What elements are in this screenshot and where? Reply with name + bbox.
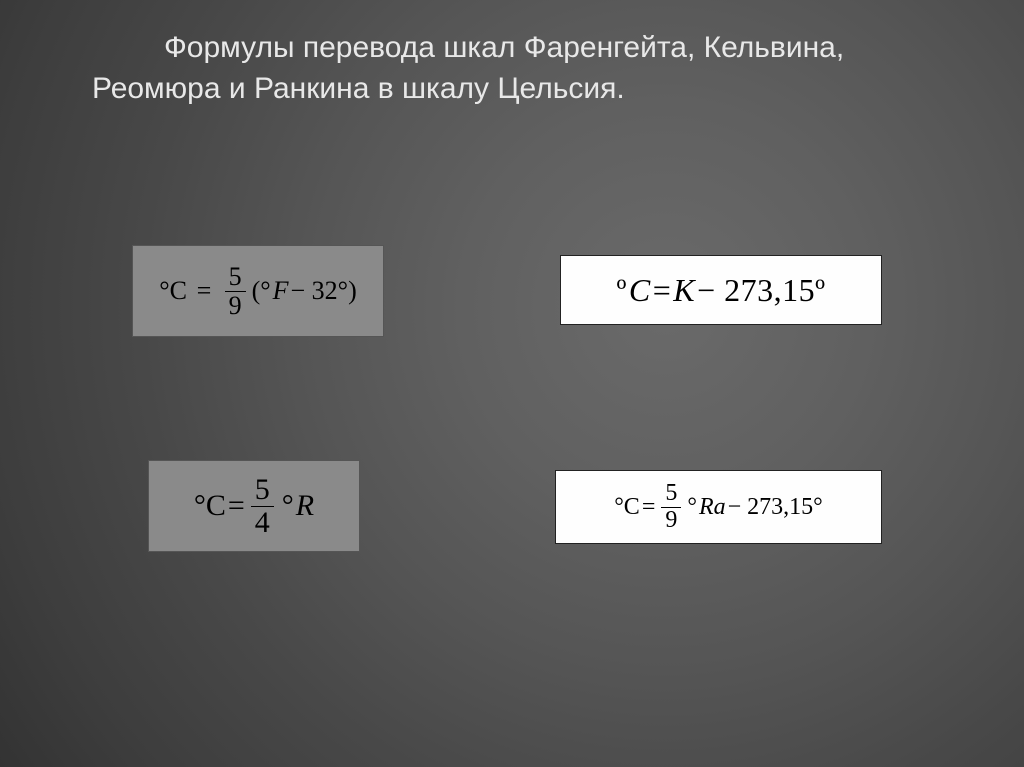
- f2-lhs-deg: º: [616, 272, 626, 309]
- f1-lhs: °C: [159, 276, 187, 306]
- f4-var: Ra: [699, 494, 726, 521]
- f3-eq: =: [228, 489, 245, 523]
- title-text: Формулы перевода шкал Фаренгейта, Кельви…: [92, 31, 844, 105]
- f4-lhs: °C: [614, 494, 640, 521]
- f4-deg: °: [687, 494, 697, 521]
- f1-open: (°: [252, 276, 271, 306]
- slide-title: Формулы перевода шкал Фаренгейта, Кельви…: [92, 28, 964, 109]
- f1-eq: =: [195, 276, 213, 306]
- formula-rankine: °C = 5 9 ° Ra − 273,15°: [555, 470, 882, 544]
- f2-eq: =: [653, 272, 672, 309]
- f2-lhs-var: C: [629, 272, 651, 309]
- slide: Формулы перевода шкал Фаренгейта, Кельви…: [0, 0, 1024, 767]
- f1-frac: 5 9: [225, 263, 246, 319]
- f3-var: R: [296, 489, 314, 523]
- f1-close: − 32°): [291, 276, 357, 306]
- f4-eq: =: [642, 494, 656, 521]
- formula-reaumur: °C = 5 4 ° R: [148, 460, 360, 552]
- f4-frac: 5 9: [661, 481, 681, 532]
- f3-lhs: °C: [194, 489, 226, 523]
- formula-kelvin: º C = K − 273,15º: [560, 255, 882, 325]
- f3-frac: 5 4: [251, 474, 274, 538]
- f3-deg: °: [282, 489, 294, 523]
- f1-var: F: [273, 276, 289, 306]
- f2-var: K: [673, 272, 695, 309]
- formula-fahrenheit: °C = 5 9 (° F − 32°): [132, 245, 384, 337]
- f2-tail: − 273,15º: [697, 272, 825, 309]
- f4-tail: − 273,15°: [728, 494, 823, 521]
